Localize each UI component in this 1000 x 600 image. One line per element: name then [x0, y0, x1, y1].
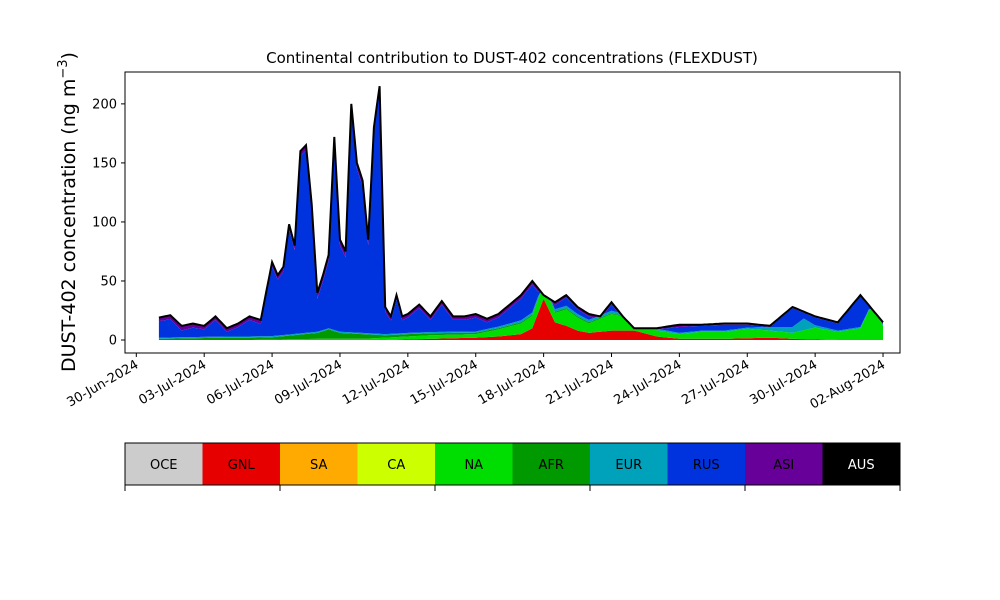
legend-frame — [124, 442, 901, 486]
area-series-rus — [158, 91, 883, 338]
x-tick-label-21-jul-2024: 21-Jul-2024 — [544, 357, 617, 408]
legend-label-eur: EUR — [615, 458, 642, 473]
legend-label-na: NA — [464, 458, 483, 473]
legend-label-sa: SA — [310, 458, 327, 473]
legend-swatch-gnl — [202, 443, 281, 485]
x-tick-label-09-jul-2024: 09-Jul-2024 — [272, 357, 345, 408]
x-tick-label-06-jul-2024: 06-Jul-2024 — [204, 357, 277, 408]
legend-swatch-aus — [822, 443, 901, 485]
area-series-na — [158, 292, 883, 340]
chart-title: Continental contribution to DUST-402 con… — [266, 49, 758, 67]
series-layer — [158, 86, 884, 340]
legend-label-aus: AUS — [848, 458, 875, 473]
total-line — [158, 86, 884, 330]
x-tick-label-02-aug-2024: 02-Aug-2024 — [808, 357, 888, 412]
x-tick-label-18-jul-2024: 18-Jul-2024 — [476, 357, 549, 408]
x-tick-label-15-jul-2024: 15-Jul-2024 — [408, 357, 481, 408]
legend-swatch-asi — [745, 443, 823, 485]
legend-swatch-ca — [357, 443, 436, 485]
axes-layer: 05010015020030-Jun-202403-Jul-202406-Jul… — [64, 71, 901, 413]
x-tick-label-27-jul-2024: 27-Jul-2024 — [679, 357, 752, 408]
legend-label-gnl: GNL — [228, 458, 256, 473]
legend-swatch-na — [435, 443, 513, 485]
y-tick-label-0: 0 — [109, 334, 117, 349]
legend-label-afr: AFR — [539, 458, 564, 473]
y-axis-label-exponent: −3 — [56, 59, 71, 78]
y-tick-label-50: 50 — [100, 274, 117, 289]
legend-swatch-afr — [512, 443, 591, 485]
legend-label-asi: ASI — [773, 458, 794, 473]
y-axis-label: DUST-402 concentration (ng m−3) — [56, 52, 80, 372]
legend-colorbar: OCE GNL SA CA NA AFR EUR RUS ASI AUS — [124, 442, 901, 491]
x-tick-label-24-jul-2024: 24-Jul-2024 — [612, 357, 685, 408]
x-tick-label-03-jul-2024: 03-Jul-2024 — [136, 357, 209, 408]
legend-label-rus: RUS — [693, 458, 720, 473]
y-axis-label-main: DUST-402 concentration (ng m — [58, 79, 80, 372]
y-tick-label-150: 150 — [92, 156, 117, 171]
legend-swatch-sa — [280, 443, 358, 485]
legend-swatch-rus — [667, 443, 746, 485]
legend-label-ca: CA — [387, 458, 405, 473]
x-tick-label-12-jul-2024: 12-Jul-2024 — [340, 357, 413, 408]
y-tick-label-100: 100 — [92, 215, 117, 230]
plot-frame — [124, 71, 901, 354]
legend-swatch-oce — [125, 443, 203, 485]
legend-label-oce: OCE — [150, 458, 178, 473]
y-axis-label-close: ) — [58, 52, 80, 59]
legend-swatch-eur — [590, 443, 668, 485]
y-tick-label-200: 200 — [92, 97, 117, 112]
